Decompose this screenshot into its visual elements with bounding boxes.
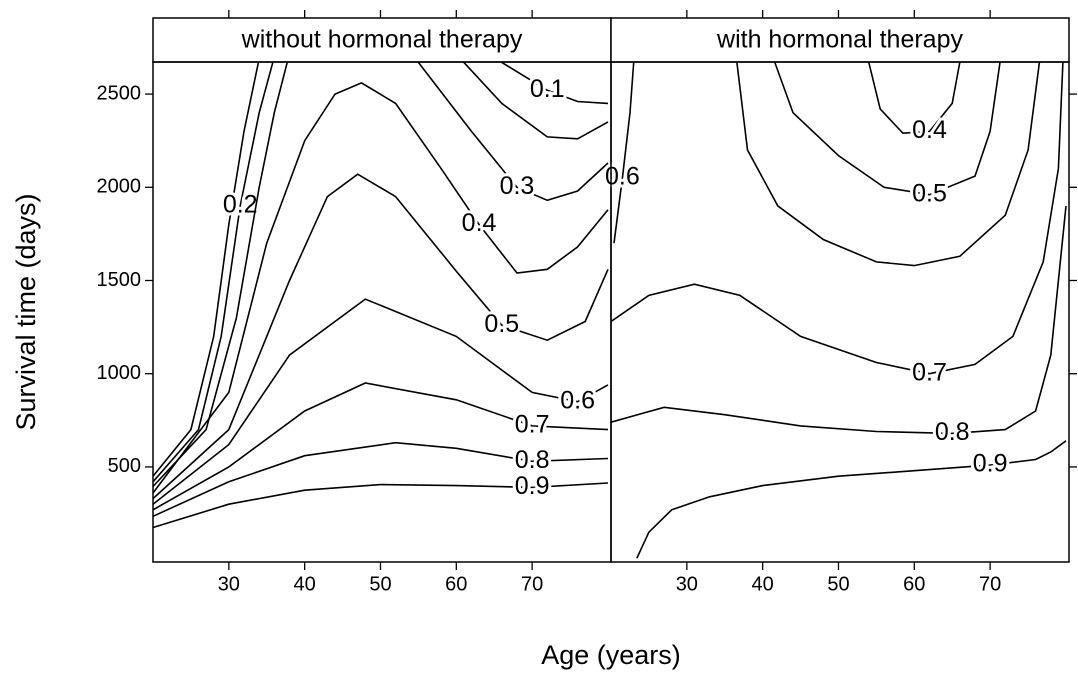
strip-title: with hormonal therapy xyxy=(716,26,963,54)
contour-label: 0.8 xyxy=(935,418,970,446)
panel-frame xyxy=(610,61,1070,563)
contour-label: 0.3 xyxy=(500,172,535,200)
contour-line xyxy=(417,61,609,202)
strip xyxy=(152,17,612,63)
contour-line xyxy=(152,382,609,511)
contour-line xyxy=(152,482,609,529)
x-tick-label: 70 xyxy=(979,573,1001,595)
contour-line xyxy=(610,62,1064,375)
contour-line xyxy=(501,61,609,105)
contour-label: 0.9 xyxy=(515,472,550,500)
contour-line xyxy=(152,62,260,477)
y-tick-label: 1000 xyxy=(97,362,142,384)
contour-line xyxy=(613,62,635,244)
contour-label: 0.1 xyxy=(530,75,565,103)
contour-line xyxy=(610,205,1067,435)
x-tick-label: 30 xyxy=(218,573,240,595)
contour-label: 0.2 xyxy=(223,191,258,219)
contour-line xyxy=(736,62,1041,267)
contour-line xyxy=(774,62,1001,196)
x-tick-label: 60 xyxy=(903,573,925,595)
x-tick-label: 30 xyxy=(676,573,698,595)
y-tick-label: 1500 xyxy=(97,269,142,291)
x-tick-label: 40 xyxy=(294,573,316,595)
contour-label: 0.6 xyxy=(560,386,595,414)
y-tick-label: 2500 xyxy=(97,82,142,104)
y-tick-label: 500 xyxy=(108,455,141,477)
y-tick-label: 2000 xyxy=(97,176,142,198)
contour-label: 0.7 xyxy=(515,411,550,439)
contour-label: 0.8 xyxy=(515,446,550,474)
contour-line xyxy=(152,441,609,518)
contour-label: 0.4 xyxy=(462,209,497,237)
contour-line xyxy=(636,440,1067,559)
x-axis-title: Age (years) xyxy=(541,640,681,670)
contour-label: 0.6 xyxy=(605,163,640,191)
y-axis-title: Survival time (days) xyxy=(11,193,41,430)
contour-label: 0.9 xyxy=(973,450,1008,478)
contour-label: 0.7 xyxy=(912,358,947,386)
contour-label: 0.5 xyxy=(912,179,947,207)
contour-line xyxy=(463,61,609,140)
contour-line xyxy=(152,62,288,488)
contour-line xyxy=(868,62,961,135)
x-tick-label: 70 xyxy=(521,573,543,595)
contour-line xyxy=(152,298,609,505)
x-tick-label: 40 xyxy=(752,573,774,595)
contour-line xyxy=(152,62,274,483)
contour-line xyxy=(152,173,609,500)
strip-title: without hormonal therapy xyxy=(241,26,523,54)
x-tick-label: 60 xyxy=(445,573,467,595)
x-tick-label: 50 xyxy=(369,573,391,595)
x-tick-label: 50 xyxy=(827,573,849,595)
contour-line xyxy=(152,82,609,494)
contour-label: 0.4 xyxy=(912,116,947,144)
contour-label: 0.5 xyxy=(484,310,519,338)
